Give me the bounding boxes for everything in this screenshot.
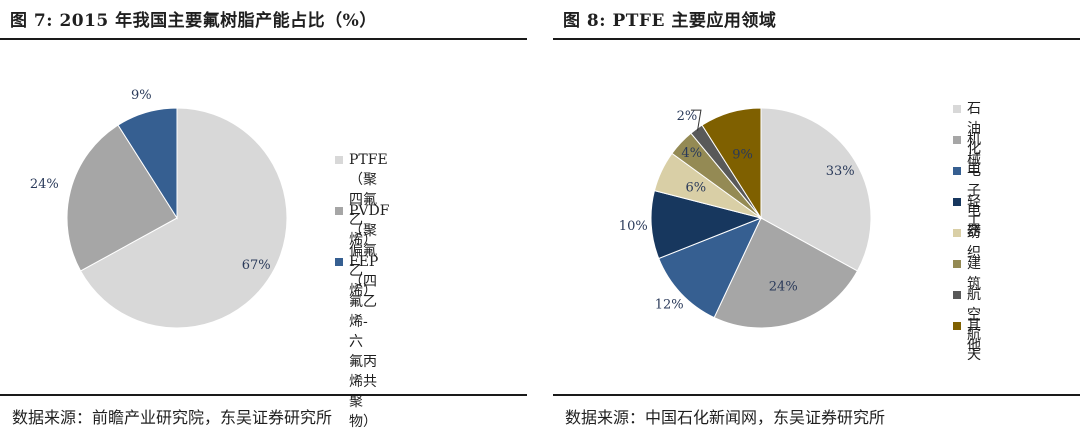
figure-8-source: 数据来源：中国石化新闻网，东吴证券研究所 <box>565 408 886 427</box>
legend-swatch <box>953 260 961 268</box>
figure-7-source: 数据来源：前瞻产业研究院，东吴证券研究所 <box>12 408 333 427</box>
legend-item: 机械 <box>953 130 981 170</box>
legend-label-line: PVDF（聚偏氟乙 <box>349 203 390 279</box>
legend-swatch <box>953 198 961 206</box>
legend-swatch <box>953 136 961 144</box>
legend-label-line: 氟丙烯共聚物） <box>349 354 377 430</box>
figure-8-panel: 图 8: PTFE 主要应用领域 33% 24% 12% 10% 6% 4% 2% 9% 石油… <box>553 0 1080 437</box>
figure-8-pie-chart: 33% 24% 12% 10% 6% 4% 2% 9% <box>619 107 872 329</box>
pie-slice-2 <box>66 124 178 272</box>
legend-swatch <box>335 258 343 266</box>
legend-swatch <box>335 156 343 164</box>
legend-item: 其他 <box>953 316 981 356</box>
source-rule <box>0 394 527 396</box>
legend-item: PTFE（聚四氟乙烯） <box>335 150 388 250</box>
slice-data-label: 9% <box>732 148 753 163</box>
slice-data-label: 10% <box>619 219 648 234</box>
pie-slice-2 <box>713 217 859 329</box>
legend-label: 石油化工 <box>967 101 981 177</box>
pie-slice-3 <box>658 217 762 319</box>
legend-label: 机械 <box>967 132 981 168</box>
pie-slice-8 <box>701 107 762 220</box>
slice-data-label: 24% <box>769 279 798 294</box>
legend-label: PVDF（聚偏氟乙 烯） <box>349 201 389 301</box>
legend-label: 电子电器 <box>967 163 981 239</box>
slice-data-label: 33% <box>826 164 855 179</box>
legend-label: 航空航天 <box>967 287 981 363</box>
legend-label: 纺织 <box>967 225 981 261</box>
legend-item: PVDF（聚偏氟乙 烯） <box>335 201 389 301</box>
legend-label: 其他 <box>967 318 981 354</box>
legend-label: 建筑 <box>967 256 981 292</box>
leader-line <box>690 109 702 131</box>
legend-item: 航空航天 <box>953 285 981 365</box>
slice-data-label: 2% <box>677 109 698 124</box>
figure-8-title: 图 8: PTFE 主要应用领域 <box>563 11 777 31</box>
figure-7-title: 图 7: 2015 年我国主要氟树脂产能占比（%） <box>10 11 377 31</box>
slice-data-label: 6% <box>686 180 707 195</box>
title-rule <box>553 38 1080 40</box>
pie-slice-1 <box>79 107 288 329</box>
slice-data-label: 12% <box>655 297 684 312</box>
slice-data-label: 9% <box>131 88 152 103</box>
legend-item: 纺织 <box>953 223 981 263</box>
pie-slice-1 <box>760 107 872 272</box>
legend-swatch <box>953 291 961 299</box>
legend-label: 轻工 <box>967 194 981 230</box>
legend-swatch <box>953 322 961 330</box>
pie-slice-3 <box>117 107 178 220</box>
legend-item: 电子电器 <box>953 161 981 241</box>
legend-label-line: FEP（四氟乙烯-六 <box>349 254 379 350</box>
legend-label-line: PTFE（聚四氟乙 <box>349 152 388 228</box>
slice-data-label: 67% <box>242 258 271 273</box>
legend-label-line: 烯） <box>349 232 377 248</box>
legend-swatch <box>335 207 343 215</box>
legend-item: 建筑 <box>953 254 981 294</box>
title-rule <box>0 38 527 40</box>
legend-swatch <box>953 105 961 113</box>
legend-label: FEP（四氟乙烯-六氟丙烯共聚物） <box>349 252 378 432</box>
slice-data-label: 24% <box>30 177 59 192</box>
legend-label: PTFE（聚四氟乙烯） <box>349 150 388 250</box>
legend-item: FEP（四氟乙烯-六氟丙烯共聚物） <box>335 252 378 432</box>
slice-data-label: 4% <box>681 146 702 161</box>
source-rule <box>553 394 1080 396</box>
legend-label-line: 烯） <box>349 283 377 299</box>
figure-7-panel: 图 7: 2015 年我国主要氟树脂产能占比（%） 67% 24% 9% PTFE（… <box>0 0 530 437</box>
legend-item: 轻工 <box>953 192 981 232</box>
legend-swatch <box>953 229 961 237</box>
legend-swatch <box>953 167 961 175</box>
legend-item: 石油化工 <box>953 99 981 179</box>
figure-7-pie-chart: 67% 24% 9% <box>30 88 288 329</box>
